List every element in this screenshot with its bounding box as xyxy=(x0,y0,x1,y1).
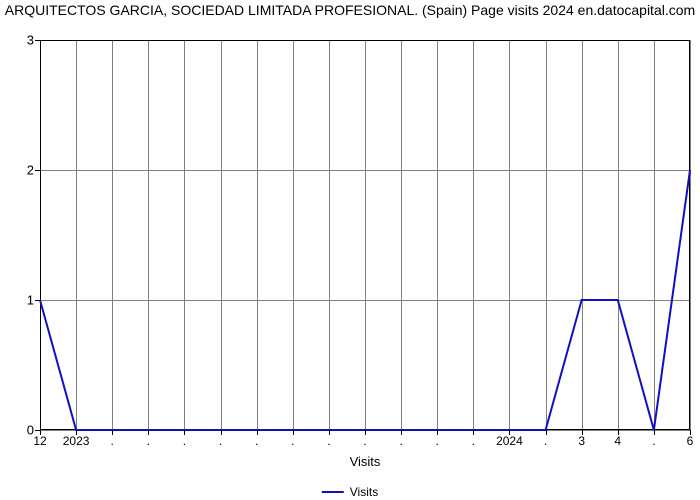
ytick-mark xyxy=(35,300,40,301)
xtick-label: . xyxy=(363,434,366,448)
xtick-label: . xyxy=(399,434,402,448)
ytick-mark xyxy=(35,40,40,41)
xtick-label: . xyxy=(147,434,150,448)
xtick-label: . xyxy=(111,434,114,448)
ytick-label: 3 xyxy=(27,33,34,48)
xtick-label: . xyxy=(255,434,258,448)
series-line xyxy=(40,170,690,430)
ytick-label: 2 xyxy=(27,163,34,178)
plot-area: 0123122023...........2024.34.6Visits xyxy=(40,40,690,430)
chart-title: ARQUITECTOS GARCIA, SOCIEDAD LIMITADA PR… xyxy=(0,2,700,20)
xtick-label: . xyxy=(472,434,475,448)
line-chart-svg xyxy=(40,40,690,430)
xtick-label: 2024 xyxy=(496,434,523,448)
xtick-label: . xyxy=(219,434,222,448)
legend: Visits xyxy=(322,485,378,499)
xtick-label: . xyxy=(291,434,294,448)
xtick-label: . xyxy=(544,434,547,448)
ytick-label: 1 xyxy=(27,293,34,308)
xtick-label: . xyxy=(183,434,186,448)
ytick-mark xyxy=(35,170,40,171)
chart-container: ARQUITECTOS GARCIA, SOCIEDAD LIMITADA PR… xyxy=(0,0,700,500)
xtick-label: 6 xyxy=(687,434,694,448)
xtick-label: 4 xyxy=(614,434,621,448)
xtick-label: 3 xyxy=(578,434,585,448)
gridline-vertical xyxy=(690,40,691,430)
xtick-label: 12 xyxy=(33,434,46,448)
xtick-label: 2023 xyxy=(63,434,90,448)
legend-label: Visits xyxy=(350,485,378,499)
xtick-label: . xyxy=(327,434,330,448)
x-axis-label: Visits xyxy=(40,454,690,469)
xtick-label: . xyxy=(652,434,655,448)
xtick-label: . xyxy=(436,434,439,448)
legend-swatch xyxy=(322,491,344,493)
